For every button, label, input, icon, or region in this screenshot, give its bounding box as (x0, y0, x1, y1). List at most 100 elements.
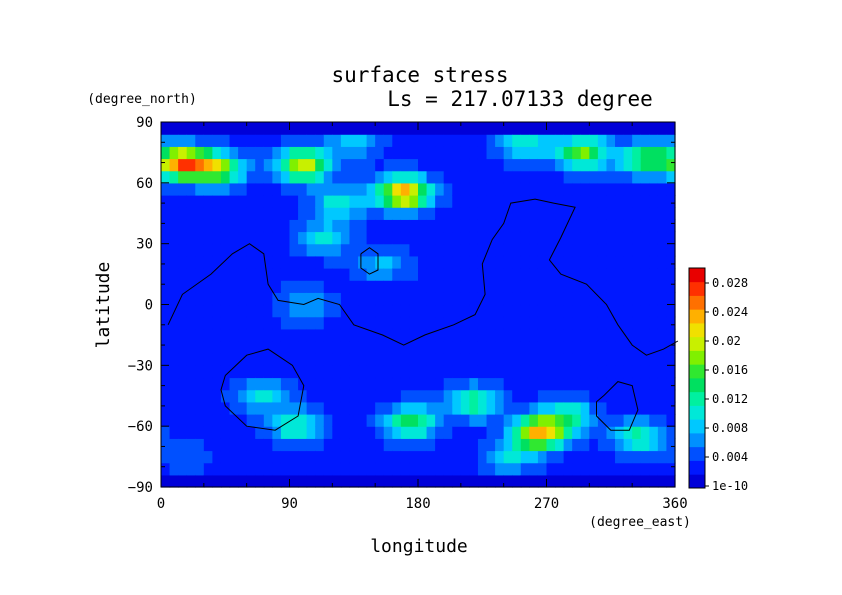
heatmap-cell (555, 365, 565, 379)
heatmap-cell (452, 158, 462, 172)
heatmap-cell (195, 134, 205, 147)
heatmap-cell (186, 365, 196, 379)
heatmap-cell (606, 328, 616, 342)
heatmap-cell (409, 122, 419, 135)
heatmap-cell (203, 134, 213, 147)
heatmap-cell (255, 377, 265, 391)
heatmap-cell (349, 122, 359, 135)
heatmap-cell (443, 158, 453, 172)
heatmap-cell (460, 255, 470, 269)
heatmap-cell (298, 255, 308, 269)
heatmap-cell (383, 474, 393, 488)
heatmap-cell (657, 414, 668, 427)
heatmap-cell (426, 122, 436, 135)
heatmap-cell (229, 292, 239, 306)
heatmap-cell (589, 474, 599, 488)
heatmap-cell (572, 146, 582, 160)
heatmap-cell (298, 474, 308, 488)
heatmap-cell (195, 474, 205, 488)
heatmap-cell (555, 231, 565, 245)
heatmap-cell (255, 401, 265, 415)
heatmap-cell (503, 389, 513, 403)
heatmap-cell (640, 304, 650, 318)
heatmap-cell (469, 328, 479, 342)
heatmap-cell (452, 474, 462, 488)
heatmap-cell (220, 268, 231, 281)
heatmap-cell (272, 341, 282, 354)
heatmap-cell (203, 231, 213, 245)
heatmap-cell (332, 474, 342, 488)
heatmap-cell (220, 401, 231, 415)
colorbar-swatch (689, 391, 705, 406)
heatmap-cell (255, 134, 265, 147)
heatmap-cell (537, 462, 548, 476)
heatmap-cell (555, 158, 565, 172)
heatmap-cell (495, 414, 505, 427)
heatmap-cell (306, 243, 316, 257)
heatmap-cell (503, 122, 513, 135)
heatmap-cell (606, 182, 616, 196)
heatmap-cell (366, 365, 376, 379)
heatmap-cell (349, 170, 359, 184)
heatmap-cell (460, 158, 470, 172)
heatmap-cell (340, 195, 351, 208)
heatmap-cell (580, 389, 590, 403)
heatmap-cell (400, 450, 411, 464)
heatmap-cell (537, 268, 548, 281)
heatmap-cell (452, 268, 462, 281)
heatmap-cell (195, 341, 205, 354)
heatmap-cell (400, 207, 411, 220)
heatmap-cell (366, 462, 376, 476)
heatmap-cell (477, 170, 488, 184)
heatmap-cell (460, 389, 470, 403)
heatmap-cell (503, 268, 513, 281)
heatmap-cell (161, 182, 171, 196)
heatmap-cell (452, 462, 462, 476)
heatmap-cell (477, 268, 488, 281)
heatmap-cell (572, 462, 582, 476)
heatmap-cell (546, 158, 556, 172)
heatmap-cell (623, 255, 633, 269)
heatmap-cell (589, 438, 599, 452)
heatmap-cell (555, 195, 565, 208)
heatmap-cell (366, 304, 376, 318)
heatmap-cell (315, 146, 325, 160)
heatmap-cell (229, 207, 239, 220)
heatmap-cell (358, 182, 368, 196)
heatmap-cell (546, 341, 556, 354)
heatmap-cell (537, 414, 548, 427)
heatmap-cell (606, 474, 616, 488)
heatmap-cell (486, 389, 496, 403)
heatmap-cell (623, 146, 633, 160)
heatmap-cell (186, 341, 196, 354)
heatmap-cell (323, 182, 333, 196)
heatmap-cell (409, 134, 419, 147)
heatmap-cell (340, 377, 351, 391)
heatmap-cell (161, 377, 171, 391)
heatmap-cell (563, 146, 573, 160)
heatmap-cell (229, 450, 239, 464)
heatmap-cell (580, 158, 590, 172)
heatmap-cell (298, 365, 308, 379)
heatmap-cell (666, 365, 676, 379)
heatmap-cell (495, 219, 505, 233)
heatmap-cell (435, 377, 445, 391)
heatmap-cell (580, 219, 590, 233)
colorbar-swatch (689, 295, 705, 310)
heatmap-cell (520, 170, 530, 184)
heatmap-cell (443, 365, 453, 379)
heatmap-cell (555, 353, 565, 366)
heatmap-cell (220, 195, 231, 208)
heatmap-cell (263, 243, 273, 257)
heatmap-cell (161, 134, 171, 147)
heatmap-cell (666, 341, 676, 354)
y-tick-label: 60 (136, 176, 153, 192)
heatmap-cell (443, 328, 453, 342)
x-unit-label: (degree_east) (589, 515, 691, 530)
heatmap-cell (392, 292, 402, 306)
heatmap-cell (537, 401, 548, 415)
heatmap-cell (563, 401, 573, 415)
heatmap-cell (649, 280, 659, 293)
heatmap-cell (375, 462, 385, 476)
heatmap-cell (512, 426, 522, 439)
